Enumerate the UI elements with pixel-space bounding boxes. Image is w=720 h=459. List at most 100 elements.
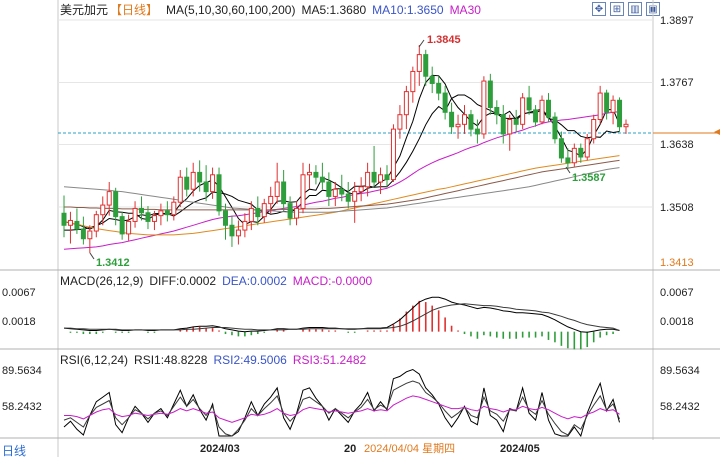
- candle-body: [410, 70, 416, 93]
- candle-body: [623, 123, 629, 128]
- candlesticks: [61, 44, 629, 254]
- candle-body: [145, 212, 151, 222]
- candle-body: [229, 224, 235, 237]
- candle-body: [113, 191, 119, 218]
- x-label-mid-prefix: 20: [344, 443, 356, 455]
- candle-body: [481, 80, 487, 135]
- candle-body: [242, 220, 248, 231]
- candle-body: [287, 203, 293, 219]
- candle-body: [591, 119, 597, 140]
- candle: [222, 203, 228, 240]
- candle-body: [67, 219, 73, 226]
- candle-body: [306, 171, 312, 176]
- candle: [345, 182, 351, 209]
- candle: [474, 119, 480, 144]
- candle: [300, 162, 306, 214]
- candle-body: [184, 176, 190, 190]
- ma5-line: [63, 74, 620, 230]
- candle-body: [106, 191, 112, 206]
- low-pointer-left: [89, 252, 95, 260]
- macd-dea-value: DEA:0.0002: [222, 274, 287, 288]
- candle-body: [139, 207, 145, 214]
- candle-body: [190, 171, 196, 190]
- candle: [455, 114, 461, 139]
- candle-body: [513, 119, 519, 125]
- candle-body: [545, 99, 551, 118]
- candle-body: [429, 75, 435, 84]
- candle-body: [442, 92, 448, 113]
- chart-type-icon[interactable]: ▥: [628, 2, 642, 16]
- candle: [481, 76, 487, 139]
- candle-body: [604, 92, 610, 113]
- candle: [287, 196, 293, 226]
- candle-body: [177, 176, 183, 203]
- candle-body: [332, 188, 338, 197]
- ma10-value: MA10:1.3650: [372, 3, 444, 17]
- ma30-value: MA30: [449, 3, 481, 17]
- candle: [623, 119, 629, 134]
- candle: [597, 85, 603, 125]
- candle: [552, 112, 558, 144]
- last-price-tag: 1.3413: [660, 257, 694, 269]
- candle: [468, 109, 474, 137]
- candle-body: [416, 54, 422, 72]
- candle: [371, 145, 377, 187]
- candle-body: [358, 186, 364, 193]
- candle: [132, 201, 138, 228]
- macd-title[interactable]: MACD(26,12,9): [60, 274, 144, 288]
- rsi-tick-1: 89.5634: [660, 365, 700, 377]
- candle: [539, 95, 545, 125]
- candle: [177, 169, 183, 207]
- candle-body: [235, 229, 241, 237]
- crosshair-date-box: [360, 440, 494, 455]
- candle: [229, 215, 235, 247]
- rsi-left-tick-2: 58.2432: [2, 401, 42, 413]
- daily-period-tag[interactable]: 日线: [2, 444, 27, 458]
- candle-body: [597, 92, 603, 121]
- candle-body: [520, 97, 526, 125]
- candle: [423, 49, 429, 86]
- candle: [171, 196, 177, 221]
- rsi-panel-header: RSI(6,12,24) RSI1:48.8228 RSI2:49.5006 RSI3…: [60, 353, 372, 367]
- macd-tick-2: 0.0018: [660, 316, 694, 328]
- candle: [449, 102, 455, 134]
- candle-body: [384, 174, 390, 181]
- candle-body: [378, 174, 384, 183]
- candle: [184, 167, 190, 197]
- move-icon[interactable]: ✥: [592, 2, 606, 16]
- candle: [294, 201, 300, 226]
- macd-hist-value: MACD:-0.0000: [292, 274, 373, 288]
- candle-body: [403, 91, 409, 116]
- candle: [313, 165, 319, 185]
- rsi-plot: [63, 368, 620, 438]
- rsi-title[interactable]: RSI(6,12,24): [60, 353, 129, 367]
- ma100-line: [64, 159, 620, 211]
- candle-body: [339, 188, 345, 195]
- candle-body: [558, 138, 564, 159]
- candle: [126, 214, 132, 241]
- price-panel-header: 美元加元 【日线】 MA(5,10,30,60,100,200) MA5:1.3680…: [60, 3, 487, 17]
- candle-body: [507, 119, 513, 135]
- candle-body: [462, 114, 468, 125]
- candle: [197, 160, 203, 192]
- candle-body: [390, 128, 396, 181]
- candle: [436, 76, 442, 101]
- candle: [248, 201, 254, 231]
- candle-body: [74, 220, 80, 230]
- candle: [578, 143, 584, 163]
- candle: [210, 167, 216, 199]
- zoom-in-icon[interactable]: ⊞: [610, 2, 624, 16]
- period-label[interactable]: 【日线】: [110, 3, 159, 17]
- candle-body: [61, 212, 67, 226]
- candle: [558, 131, 564, 163]
- candle-body: [197, 171, 203, 183]
- x-label-may: 2024/05: [500, 443, 540, 455]
- candle-body: [326, 181, 332, 197]
- ma-params-label[interactable]: MA(5,10,30,60,100,200): [166, 3, 296, 17]
- macd-dea-line: [64, 303, 620, 331]
- candle-body: [617, 99, 623, 128]
- candle: [365, 162, 371, 197]
- candle-body: [578, 147, 584, 158]
- candle-body: [255, 207, 261, 218]
